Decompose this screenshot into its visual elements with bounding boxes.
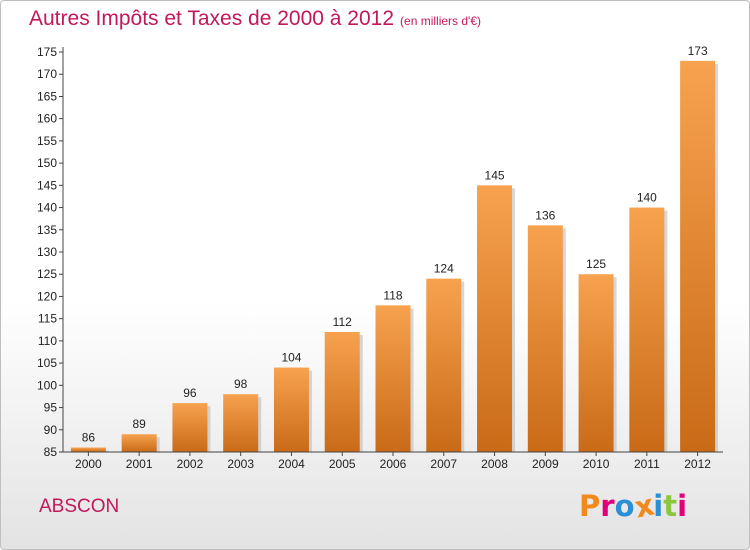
bar-value-label: 104 — [281, 351, 301, 365]
bar-value-label: 118 — [383, 288, 402, 302]
y-tick-label: 120 — [37, 289, 57, 303]
chart-unit: (en milliers d'€) — [400, 14, 482, 28]
x-tick-label: 2006 — [380, 457, 407, 471]
y-tick-label: 130 — [37, 245, 57, 259]
x-tick-label: 2005 — [329, 457, 356, 471]
y-tick-label: 125 — [37, 267, 57, 281]
bar-2011 — [629, 207, 665, 452]
x-tick-label: 2009 — [532, 457, 559, 471]
x-tick-label: 2010 — [583, 457, 610, 471]
bar-value-label: 173 — [688, 44, 708, 58]
chart-title: Autres Impôts et Taxes de 2000 à 2012 (en… — [29, 7, 481, 31]
logo-letter: t — [663, 489, 678, 523]
bar-value-label: 89 — [132, 417, 146, 431]
bar-value-label: 140 — [637, 191, 657, 205]
logo-letter: o — [614, 489, 635, 523]
x-tick-label: 2012 — [684, 457, 711, 471]
bar-value-label: 98 — [234, 377, 248, 391]
logo-letter: P — [579, 489, 601, 523]
bar-2006 — [375, 305, 411, 452]
bar-value-label: 86 — [82, 431, 96, 445]
logo-letter: r — [600, 489, 615, 523]
bar-value-label: 125 — [586, 257, 606, 271]
bar-2012 — [680, 60, 716, 453]
bar-2009 — [527, 225, 563, 452]
bar-value-label: 136 — [535, 208, 555, 222]
y-tick-label: 135 — [37, 223, 57, 237]
bar-2008 — [477, 185, 513, 453]
bar-2005 — [324, 332, 360, 452]
x-tick-label: 2007 — [430, 457, 457, 471]
y-tick-label: 110 — [38, 334, 57, 348]
bar-2010 — [578, 274, 614, 452]
x-tick-label: 2000 — [75, 457, 102, 471]
logo-letter: i — [653, 489, 664, 523]
bar-2007 — [426, 278, 462, 452]
bar-2001 — [121, 434, 157, 452]
y-tick-label: 100 — [37, 378, 57, 392]
y-tick-label: 105 — [37, 356, 57, 370]
y-tick-label: 115 — [38, 312, 57, 326]
x-tick-label: 2001 — [126, 457, 153, 471]
y-tick-label: 175 — [37, 45, 57, 59]
y-tick-label: 145 — [37, 178, 57, 192]
bar-value-label: 124 — [434, 262, 454, 276]
x-tick-label: 2011 — [634, 457, 660, 471]
proxiti-logo[interactable]: Proxiti — [579, 487, 688, 524]
y-tick-label: 90 — [44, 423, 58, 437]
y-tick-label: 155 — [37, 134, 57, 148]
x-tick-label: 2008 — [481, 457, 508, 471]
x-tick-label: 2004 — [278, 457, 305, 471]
bar-2002 — [172, 403, 208, 452]
bar-value-label: 112 — [333, 315, 352, 329]
x-tick-label: 2003 — [227, 457, 254, 471]
chart-title-text: Autres Impôts et Taxes de 2000 à 2012 — [29, 7, 395, 30]
bar-2004 — [273, 367, 309, 452]
bar-value-label: 145 — [485, 168, 505, 182]
y-tick-label: 165 — [37, 89, 57, 103]
y-tick-label: 140 — [37, 201, 57, 215]
y-tick-label: 150 — [37, 156, 57, 170]
x-tick-label: 2002 — [177, 457, 204, 471]
bar-2000 — [70, 447, 106, 452]
location-label: ABSCON — [39, 496, 120, 517]
y-tick-label: 85 — [44, 445, 58, 459]
y-tick-label: 170 — [37, 67, 57, 81]
bar-value-label: 96 — [183, 386, 197, 400]
logo-letter: i — [677, 489, 688, 523]
y-tick-label: 95 — [44, 401, 58, 415]
bar-2003 — [223, 394, 259, 452]
y-tick-label: 160 — [37, 112, 57, 126]
